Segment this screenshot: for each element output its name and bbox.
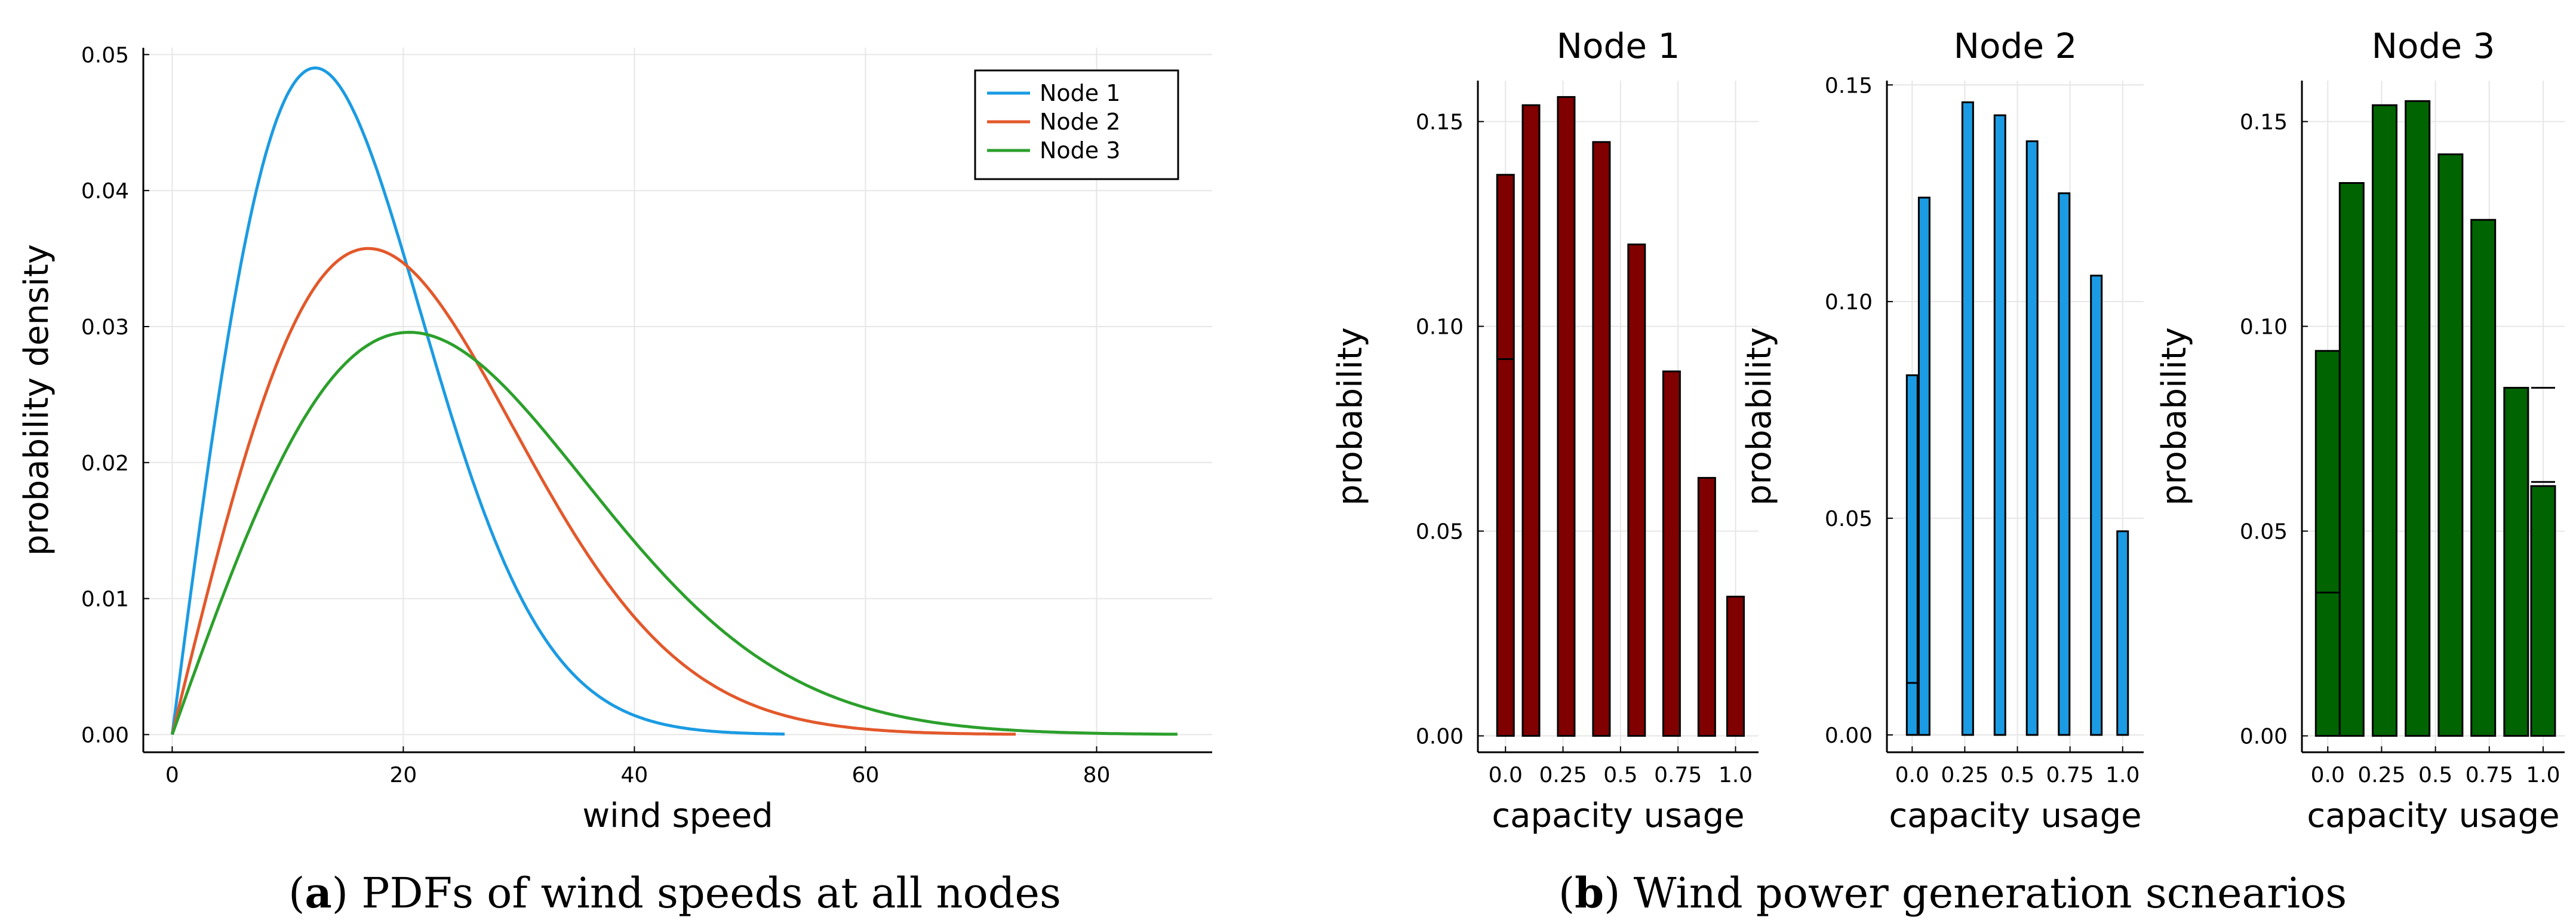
- y-tick-label: 0.05: [1416, 520, 1464, 544]
- x-axis-label: capacity usage: [2307, 796, 2559, 835]
- bar: [1496, 174, 1515, 737]
- x-axis-label: capacity usage: [1889, 796, 2141, 835]
- x-tick-label: 0.75: [2046, 763, 2094, 787]
- y-tick-label: 0.05: [81, 43, 129, 67]
- x-tick-label: 0.25: [1941, 763, 1988, 787]
- series-line-node-1: [170, 66, 785, 736]
- caption-a-text: PDFs of wind speeds at all nodes: [348, 869, 1061, 918]
- y-axis-label: probability density: [17, 244, 56, 556]
- y-tick-label: 0.00: [2240, 725, 2288, 749]
- legend-label-node-1: Node 1: [1040, 80, 1120, 106]
- bar: [1592, 141, 1611, 737]
- caption-b-letter: b: [1575, 868, 1604, 918]
- y-tick-label: 0.02: [81, 451, 129, 476]
- bar: [1697, 476, 1716, 737]
- y-tick-label: 0.01: [81, 587, 129, 612]
- legend-label-node-2: Node 2: [1040, 109, 1120, 135]
- x-tick-label: 80: [1083, 763, 1111, 787]
- x-tick-label: 0.75: [2466, 763, 2513, 787]
- node-2-scenario-chart: 0.0 0.25 0.5 0.75 1.0 0.00 0.05 0.10 0.15 capacit…: [1740, 26, 2144, 835]
- legend-label-node-3: Node 3: [1040, 137, 1120, 164]
- y-tick-label: 0.00: [81, 723, 129, 747]
- y-tick-label: 0.03: [81, 315, 129, 340]
- x-tick-label: 0.0: [2311, 763, 2345, 787]
- x-axis-label: wind speed: [582, 796, 773, 835]
- y-axis-label: probability: [2155, 327, 2194, 506]
- legend-box: [974, 69, 1179, 180]
- y-axis-label: probability: [1740, 327, 1779, 506]
- x-tick-label: 0: [165, 763, 179, 787]
- y-tick-label: 0.05: [1825, 507, 1873, 531]
- chart-title: Node 2: [1954, 26, 2077, 66]
- bar: [2314, 350, 2341, 737]
- y-tick-label: 0.05: [2240, 520, 2288, 544]
- bar: [2470, 219, 2497, 737]
- bar: [2371, 104, 2397, 737]
- caption-a-letter: a: [305, 868, 331, 918]
- x-tick-label: 0.75: [1654, 763, 1702, 787]
- caption-b-text: Wind power generation scnearios: [1620, 869, 2347, 918]
- chart-title: Node 1: [1557, 26, 1680, 66]
- bar: [2116, 530, 2129, 736]
- bar: [2437, 153, 2464, 737]
- wind-speed-pdf-chart: 0 20 40 60 80 0.00 0.01 0.02 0.03 0.04 0.05 wind sp…: [17, 43, 1212, 835]
- bar: [1557, 96, 1576, 737]
- bar: [1961, 101, 1974, 736]
- node-1-scenario-chart: 0.0 0.25 0.5 0.75 1.0 0.00 0.05 0.10 0.15 capacit…: [1331, 26, 1759, 835]
- y-tick-label: 0.00: [1416, 725, 1464, 749]
- y-tick-label: 0.15: [1825, 73, 1873, 98]
- x-tick-label: 0.0: [1895, 763, 1929, 787]
- bar: [1917, 196, 1931, 736]
- x-tick-label: 0.0: [1489, 763, 1523, 787]
- series-line-node-3: [171, 331, 1178, 736]
- x-tick-label: 0.5: [1603, 763, 1637, 787]
- bar: [2405, 100, 2431, 737]
- bar: [2058, 192, 2071, 736]
- y-axis-label: probability: [1331, 327, 1370, 506]
- bar: [2503, 386, 2529, 737]
- y-tick-label: 0.10: [1825, 290, 1873, 315]
- x-tick-label: 0.25: [2357, 763, 2405, 787]
- y-tick-label: 0.04: [81, 179, 129, 204]
- bar: [1521, 104, 1541, 737]
- y-tick-label: 0.10: [2240, 315, 2288, 340]
- x-tick-label: 60: [852, 763, 880, 787]
- x-tick-label: 0.5: [2000, 763, 2034, 787]
- caption-a: (a) PDFs of wind speeds at all nodes: [288, 868, 1061, 918]
- node-3-scenario-chart: 0.0 0.25 0.5 0.75 1.0 0.00 0.05 0.10 0.15 capacit…: [2155, 26, 2565, 835]
- y-tick-label: 0.00: [1825, 724, 1873, 748]
- chart-title: Node 3: [2372, 26, 2495, 66]
- bar: [2025, 140, 2039, 736]
- x-tick-label: 1.0: [2105, 763, 2140, 787]
- bar: [2530, 485, 2556, 737]
- y-tick-label: 0.15: [1416, 110, 1464, 135]
- bar: [1905, 374, 1919, 736]
- bar: [1726, 595, 1745, 737]
- bar: [1993, 114, 2006, 736]
- bar: [2090, 275, 2103, 736]
- x-tick-label: 1.0: [2526, 763, 2560, 787]
- y-tick-label: 0.10: [1416, 315, 1464, 340]
- x-tick-label: 40: [621, 763, 648, 787]
- x-tick-label: 1.0: [1719, 763, 1753, 787]
- series-line-node-2: [170, 247, 1016, 736]
- x-tick-label: 0.5: [2418, 763, 2452, 787]
- y-tick-label: 0.15: [2240, 110, 2288, 135]
- bar: [1662, 370, 1681, 737]
- x-tick-label: 0.25: [1539, 763, 1587, 787]
- bar: [2338, 181, 2365, 737]
- x-tick-label: 20: [389, 763, 417, 787]
- caption-b: (b) Wind power generation scnearios: [1558, 868, 2347, 918]
- bar: [1627, 243, 1646, 737]
- x-axis-label: capacity usage: [1492, 796, 1744, 835]
